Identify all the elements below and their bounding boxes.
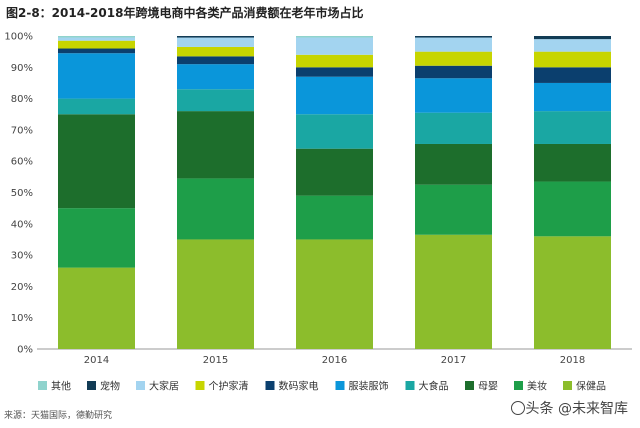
y-tick-label: 30% [11, 251, 33, 262]
legend-label: 大家居 [149, 380, 179, 393]
bar-segment [415, 37, 492, 52]
legend-swatch [405, 381, 415, 390]
legend-swatch [335, 381, 345, 390]
bar-segment [534, 36, 611, 40]
legend-swatch [87, 381, 96, 390]
bar-segment [177, 64, 254, 90]
legend-swatch [265, 381, 275, 390]
bar-segment [534, 51, 611, 68]
y-axis: 0% 10% 20% 30% 40% 50% 60% 70% 80% 90% 100% [4, 32, 632, 356]
bar-segment [58, 53, 135, 99]
source-note: 来源：天猫国际，德勤研究 [4, 411, 113, 421]
bar-segment [415, 36, 492, 38]
legend-swatch [136, 381, 145, 390]
x-tick-label: 2015 [203, 355, 228, 366]
bar-segment [58, 40, 135, 49]
bar-segment [177, 37, 254, 47]
legend-label: 宠物 [100, 380, 120, 393]
x-tick-label: 2017 [441, 355, 466, 366]
bar-segment [534, 82, 611, 112]
legend-label: 服装服饰 [349, 380, 389, 393]
legend-label: 个护家清 [209, 380, 249, 393]
bar-segment [296, 76, 373, 115]
bar-segment [296, 37, 373, 55]
bar-segment [415, 112, 492, 144]
bar-segment [415, 65, 492, 79]
bar-segment [296, 36, 373, 38]
y-tick-label: 10% [11, 313, 33, 324]
bar-segment [534, 236, 611, 349]
bar-segment [415, 234, 492, 349]
bar-segment [415, 184, 492, 235]
y-tick-label: 20% [11, 282, 33, 293]
y-tick-label: 0% [17, 345, 33, 356]
toutiao-logo-icon [510, 401, 525, 415]
watermark-text: 头条 @未来智库 [525, 401, 628, 417]
legend-label: 数码家电 [279, 380, 319, 393]
bar-segment [177, 46, 254, 57]
legend-label: 大食品 [419, 380, 449, 393]
bar-area [58, 36, 611, 349]
y-tick-label: 100% [4, 32, 33, 43]
legend-swatch [514, 381, 523, 390]
bar-segment [177, 111, 254, 179]
bar-segment [58, 267, 135, 349]
y-tick-label: 80% [11, 94, 33, 105]
y-tick-label: 90% [11, 63, 33, 74]
bar-segment [415, 51, 492, 66]
x-axis: 2014 2015 2016 2017 2018 [84, 355, 585, 366]
bar-segment [296, 67, 373, 77]
x-tick-label: 2014 [84, 355, 109, 366]
legend-label: 美妆 [527, 380, 547, 393]
bar-segment [58, 48, 135, 54]
legend-swatch [38, 381, 47, 390]
bar-segment [534, 143, 611, 182]
bar-segment [296, 195, 373, 240]
bar-segment [58, 114, 135, 209]
bar-segment [296, 114, 373, 149]
chart-title: 图2-8：2014-2018年跨境电商中各类产品消费额在老年市场占比 [6, 6, 364, 20]
bar-segment [296, 239, 373, 349]
bar-segment [177, 36, 254, 38]
bar-segment [534, 67, 611, 83]
bar-segment [58, 98, 135, 115]
bar-segment [58, 36, 135, 38]
legend-label: 保健品 [576, 380, 606, 393]
y-tick-label: 40% [11, 219, 33, 230]
bar-segment [177, 239, 254, 349]
bar-segment [415, 143, 492, 185]
y-tick-label: 60% [11, 157, 33, 168]
watermark: 头条 @未来智库 [510, 398, 628, 418]
bar-segment [177, 178, 254, 240]
legend-label: 其他 [51, 380, 71, 393]
bar-segment [177, 56, 254, 65]
legend-label: 母婴 [478, 381, 498, 393]
bar-segment [415, 78, 492, 113]
legend: 其他 宠物 大家居 个护家清 数码家电 服装服饰 大食品 母婴 美妆 保健品 [38, 380, 606, 393]
bar-segment [296, 54, 373, 68]
y-tick-label: 50% [11, 188, 33, 199]
legend-swatch [465, 381, 474, 390]
x-tick-label: 2018 [560, 355, 585, 366]
bar-segment [534, 111, 611, 144]
bar-segment [534, 181, 611, 237]
x-tick-label: 2016 [322, 355, 347, 366]
bar-segment [58, 208, 135, 268]
bar-segment [534, 39, 611, 52]
bar-segment [177, 89, 254, 112]
legend-swatch [563, 381, 572, 390]
bar-segment [58, 37, 135, 41]
y-tick-label: 70% [11, 125, 33, 136]
bar-segment [296, 148, 373, 196]
legend-swatch [195, 381, 205, 390]
